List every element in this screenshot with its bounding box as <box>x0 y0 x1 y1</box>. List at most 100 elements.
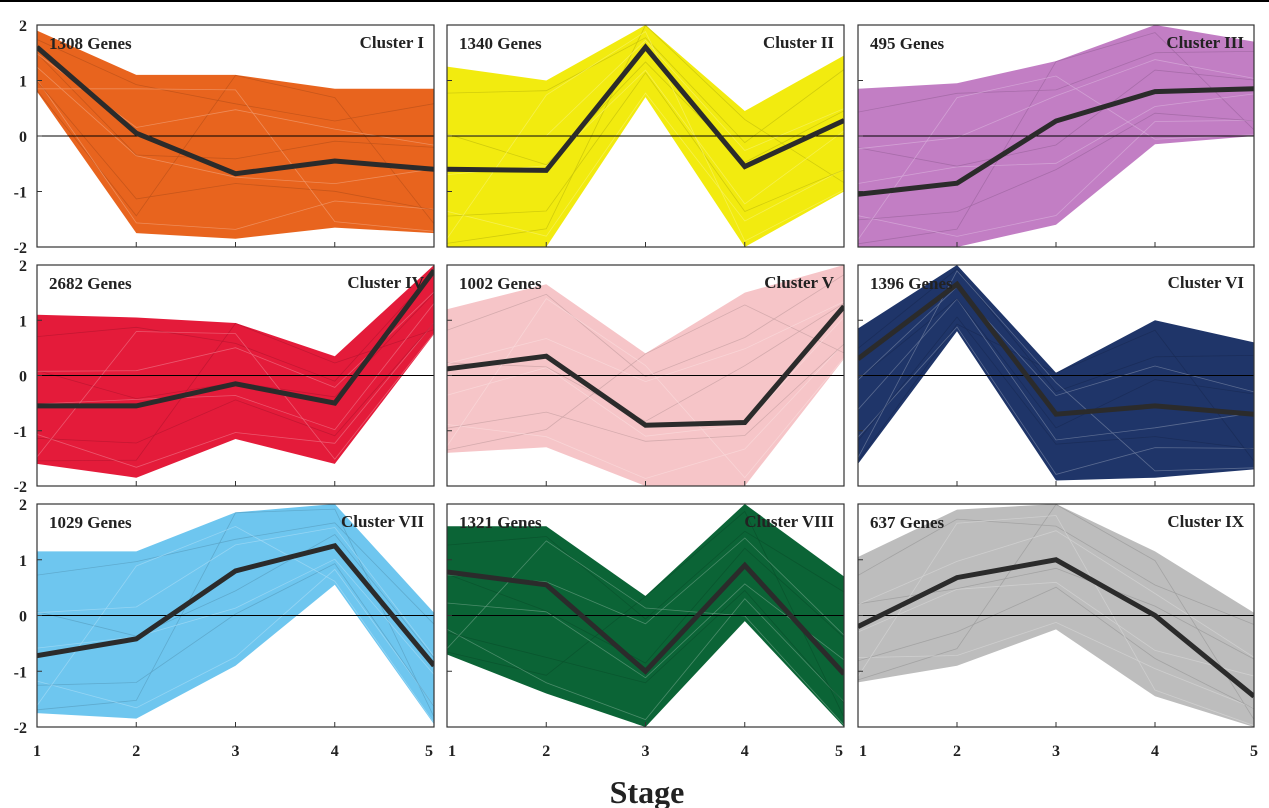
tick-marks <box>36 264 435 487</box>
gene-trace <box>858 32 1254 245</box>
gene-profile-traces <box>858 32 1254 245</box>
gene-trace <box>37 322 434 462</box>
cluster-panel: 2682 Genes Cluster IV <box>36 264 435 487</box>
x-tick-label: 2 <box>953 743 961 760</box>
gene-profile-band <box>447 25 844 247</box>
gene-count-label: 1396 Genes <box>870 274 953 293</box>
gene-trace <box>447 589 844 704</box>
gene-profile-band <box>37 30 434 239</box>
gene-trace <box>447 598 844 721</box>
cluster-title: Cluster II <box>763 33 834 52</box>
gene-trace <box>858 581 1254 677</box>
cluster-panel: 637 Genes Cluster IX <box>857 503 1255 728</box>
gene-trace <box>858 316 1254 450</box>
y-tick-label: 2 <box>19 258 27 275</box>
x-tick-label: 1 <box>33 743 41 760</box>
gene-trace <box>447 61 844 166</box>
centroid-line <box>447 43 844 173</box>
x-tick-label: 2 <box>132 743 140 760</box>
cluster-title: Cluster III <box>1166 33 1244 52</box>
gene-profile-band <box>37 265 434 478</box>
centroid-line <box>858 557 1254 699</box>
gene-count-label: 495 Genes <box>870 34 945 53</box>
x-tick-label: 3 <box>1052 743 1060 760</box>
gene-trace <box>858 75 1254 240</box>
panel-grid: 1308 Genes Cluster I 1340 Genes Cluster II 4… <box>36 24 1255 728</box>
gene-trace <box>447 274 844 378</box>
gene-count-label: 2682 Genes <box>49 274 132 293</box>
tick-marks <box>36 24 435 248</box>
gene-trace <box>37 322 434 444</box>
gene-trace <box>37 568 434 709</box>
gene-trace <box>858 120 1254 237</box>
y-tick-label: 2 <box>19 497 27 514</box>
cluster-title: Cluster VII <box>341 512 424 531</box>
gene-trace <box>447 37 844 144</box>
tick-marks <box>446 264 845 487</box>
figure-top-rule <box>0 0 1269 2</box>
y-tick-label: -1 <box>14 664 27 681</box>
gene-trace <box>37 563 434 707</box>
tick-marks <box>857 264 1255 487</box>
x-tick-label: 2 <box>542 743 550 760</box>
gene-trace <box>858 530 1254 658</box>
gene-trace <box>447 298 844 479</box>
cluster-title: Cluster VIII <box>744 512 834 531</box>
gene-trace <box>37 508 434 718</box>
cluster-title: Cluster I <box>360 33 425 52</box>
gene-trace <box>37 88 434 232</box>
plot-area <box>37 30 434 239</box>
x-tick-label: 3 <box>232 743 240 760</box>
cluster-title: Cluster V <box>764 273 834 292</box>
cluster-panel: 1002 Genes Cluster V <box>446 264 845 487</box>
gene-trace <box>858 621 1254 709</box>
plot-area <box>37 265 434 478</box>
plot-area <box>37 504 434 725</box>
centroid-line <box>447 561 844 676</box>
cluster-title: Cluster IV <box>347 273 424 292</box>
gene-trace <box>447 92 844 237</box>
x-tick-label: 5 <box>1250 743 1258 760</box>
gene-trace <box>447 343 844 479</box>
gene-trace <box>37 66 434 185</box>
gene-trace <box>858 59 1254 150</box>
y-tick-label: 0 <box>19 369 27 386</box>
gene-trace <box>37 522 434 625</box>
gene-trace <box>858 323 1254 462</box>
gene-trace <box>37 80 434 211</box>
x-tick-label: 4 <box>741 743 749 760</box>
gene-trace <box>858 298 1254 441</box>
gene-trace <box>858 112 1254 221</box>
gene-trace <box>858 326 1254 475</box>
gene-trace <box>447 540 844 726</box>
centroid-line <box>858 280 1254 417</box>
gene-trace <box>858 286 1254 397</box>
gene-trace <box>37 271 434 382</box>
gene-trace <box>447 301 844 383</box>
gene-trace <box>447 547 844 664</box>
centroid-line <box>37 45 434 177</box>
centroid-line <box>447 304 844 428</box>
gene-trace <box>858 586 1254 710</box>
cluster-panel: 1029 Genes Cluster VII <box>36 503 435 728</box>
y-tick-label: 1 <box>19 313 27 330</box>
x-tick-label: 1 <box>859 743 867 760</box>
gene-trace <box>447 31 844 242</box>
gene-trace <box>447 530 844 620</box>
cluster-title: Cluster IX <box>1167 512 1244 531</box>
y-tick-label: 1 <box>19 553 27 570</box>
gene-trace <box>447 304 844 451</box>
tick-marks <box>446 24 845 248</box>
cluster-panel: 1340 Genes Cluster II <box>446 24 845 248</box>
gene-count-label: 1002 Genes <box>459 274 542 293</box>
gene-trace <box>447 72 844 217</box>
gene-trace <box>447 583 844 679</box>
gene-trace <box>858 270 1254 472</box>
cluster-panel: 1308 Genes Cluster I <box>36 24 435 248</box>
y-tick-label: -2 <box>14 479 27 496</box>
cluster-panel: 1396 Genes Cluster VI <box>857 264 1255 487</box>
y-tick-label: 1 <box>19 74 27 91</box>
tick-marks <box>36 503 435 728</box>
